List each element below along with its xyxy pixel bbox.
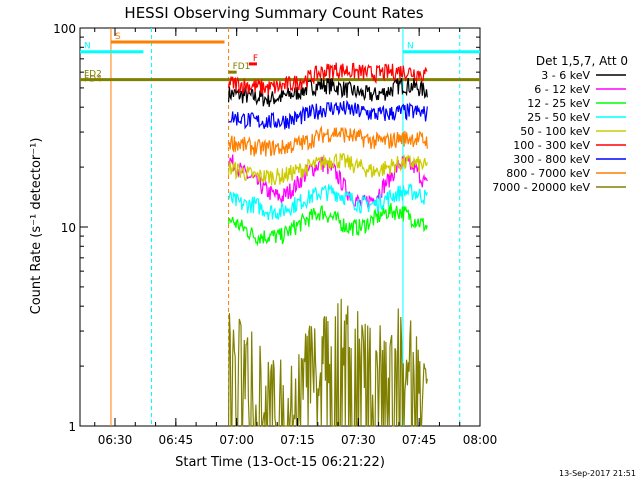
series-trace-2 xyxy=(228,203,428,247)
series-trace-8 xyxy=(228,298,428,427)
series-8 xyxy=(228,298,428,427)
x-tick-label-5: 07:45 xyxy=(402,433,437,447)
flag-label-6: FD4 xyxy=(84,75,102,85)
legend-label-2: 12 - 25 keV xyxy=(527,97,590,110)
series-trace-4 xyxy=(228,152,428,186)
x-tick-label-1: 06:45 xyxy=(159,433,194,447)
x-tick-label-4: 07:30 xyxy=(341,433,376,447)
legend-label-4: 50 - 100 keV xyxy=(520,125,590,138)
x-tick-label-6: 08:00 xyxy=(463,433,498,447)
flag-label-1: N xyxy=(84,42,91,52)
flag-label-4: FD1 xyxy=(233,62,251,72)
legend-label-8: 7000 - 20000 keV xyxy=(492,181,590,194)
flag-label-0: S xyxy=(115,32,121,42)
y-tick-label-1: 10 xyxy=(61,221,76,235)
series-trace-5 xyxy=(228,62,428,96)
y-tick-label-0: 1 xyxy=(68,420,76,434)
series-trace-0 xyxy=(228,77,428,107)
series-0 xyxy=(228,77,428,107)
axis-ticks: 06:30 06:45 07:00 07:15 07:30 07:45 08:00 1 10 10… xyxy=(53,22,497,447)
x-tick-label-0: 06:30 xyxy=(98,433,133,447)
series-trace-1 xyxy=(228,154,428,211)
series-3 xyxy=(228,183,428,221)
x-tick-label-2: 07:00 xyxy=(219,433,254,447)
legend-label-6: 300 - 800 keV xyxy=(513,153,590,166)
legend-label-7: 800 - 7000 keV xyxy=(506,167,590,180)
series-trace-7 xyxy=(228,125,428,157)
series-1 xyxy=(228,154,428,211)
series-trace-3 xyxy=(228,183,428,221)
chart-title: HESSI Observing Summary Count Rates xyxy=(124,4,423,22)
x-tick-label-3: 07:15 xyxy=(280,433,315,447)
series-4 xyxy=(228,152,428,186)
series-2 xyxy=(228,203,428,247)
legend-header: Det 1,5,7, Att 0 xyxy=(536,54,628,68)
flag-label-2: N xyxy=(407,42,414,52)
x-axis-label: Start Time (13-Oct-15 06:21:22) xyxy=(175,455,385,470)
legend-label-3: 25 - 50 keV xyxy=(527,111,590,124)
flag-label-5: FD2 xyxy=(84,70,102,80)
legend-label-0: 3 - 6 keV xyxy=(541,69,590,82)
y-tick-label-2: 100 xyxy=(53,22,76,36)
series-7 xyxy=(228,125,428,157)
series-trace-6 xyxy=(228,99,428,130)
footer-date: 13-Sep-2017 21:51 xyxy=(559,469,636,478)
series-6 xyxy=(228,99,428,130)
y-axis-label: Count Rate (s⁻¹ detector⁻¹) xyxy=(29,138,44,315)
series-5 xyxy=(228,62,428,96)
flag-label-3: F xyxy=(253,54,258,64)
legend-label-5: 100 - 300 keV xyxy=(513,139,590,152)
legend-label-1: 6 - 12 keV xyxy=(534,83,590,96)
